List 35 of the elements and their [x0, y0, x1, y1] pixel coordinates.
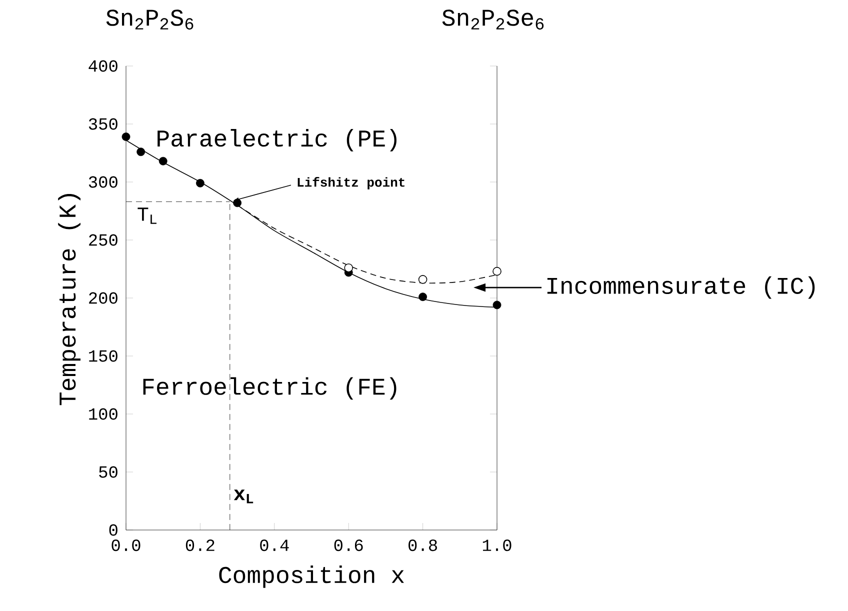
point	[158, 156, 168, 166]
point	[418, 292, 428, 302]
y-tick-label: 250	[89, 234, 118, 246]
point	[136, 148, 146, 156]
y-axis-title: Temperature (K)	[58, 194, 80, 406]
y-tick-label: 0	[109, 524, 118, 536]
x-tick-label: 1.0	[482, 540, 512, 552]
point	[122, 132, 130, 141]
text: Incommensurate (IC)	[547, 276, 815, 299]
x-tick-label: 0.4	[260, 540, 289, 552]
y-tick-label: 400	[88, 60, 118, 72]
y-tick-label: 50	[99, 466, 118, 478]
annotation: Ferroelectric (FE)	[143, 377, 396, 400]
y-tick-label: 150	[89, 350, 118, 362]
point	[344, 263, 354, 272]
annotation: Lifshitz point	[298, 177, 404, 190]
text: Sn$_{2}$P$_{2}$Se$_{6}$	[442, 10, 544, 30]
annotation: Paraelectric (PE)	[158, 129, 396, 152]
x-axis-title: Composition x	[219, 566, 404, 588]
y-tick-label: 350	[88, 118, 118, 130]
text: Sn$_{2}$P$_{2}$S$_{6}$	[106, 10, 194, 30]
x-tick-label: 0.6	[334, 540, 363, 552]
point	[418, 275, 428, 284]
point	[196, 178, 204, 188]
ref-line-label: T$_{L}$	[138, 208, 156, 224]
y-tick-label: 200	[89, 292, 118, 304]
x-tick-label: 0.2	[186, 540, 214, 552]
x-tick-label: 0.8	[408, 540, 437, 552]
ref-line-label: x$_{L}$	[234, 490, 254, 504]
point	[492, 266, 502, 276]
point	[492, 300, 502, 310]
point	[233, 198, 242, 208]
x-tick-label: 0.0	[112, 540, 140, 552]
y-tick-label: 300	[88, 176, 118, 188]
y-tick-label: 100	[89, 408, 118, 420]
